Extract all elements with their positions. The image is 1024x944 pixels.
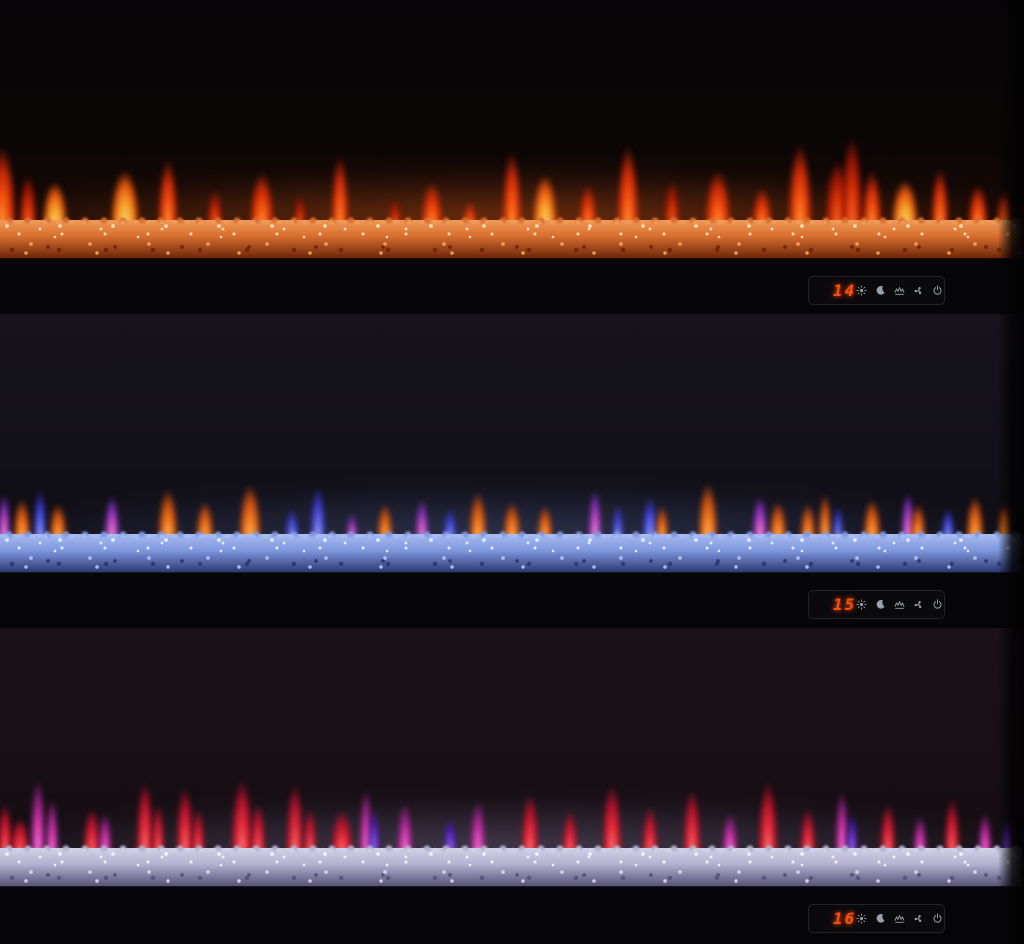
flame (836, 788, 848, 856)
moon-icon (875, 599, 886, 610)
fan-icon (913, 913, 924, 924)
flame (603, 781, 621, 856)
flame (618, 142, 638, 228)
flame (503, 148, 521, 228)
frame-right-edge (998, 314, 1024, 628)
fan-icon (913, 599, 924, 610)
firebox (0, 0, 1024, 258)
flame (177, 784, 193, 856)
flame (613, 502, 623, 542)
touch-control-icons (856, 285, 943, 296)
power-icon (932, 285, 943, 296)
control-display: 16 (808, 904, 945, 933)
setting-readout: 16 (833, 908, 857, 928)
moon-icon (875, 913, 886, 924)
firebox (0, 628, 1024, 886)
crystal-ember-bed (0, 534, 1024, 572)
flame (232, 776, 252, 856)
flame (833, 504, 843, 542)
flame (684, 786, 700, 856)
flame (759, 778, 777, 856)
flame-effect-icon (894, 599, 905, 610)
flame (522, 791, 538, 856)
moon-icon (875, 285, 886, 296)
crystal-ember-bed (0, 220, 1024, 258)
control-display: 14 (808, 276, 945, 305)
touch-control-icons (856, 599, 943, 610)
fireplace-panel-middle: 15 (0, 314, 1024, 628)
flame (0, 492, 10, 542)
flame (159, 156, 177, 228)
sun-icon (856, 599, 867, 610)
flame-effect-icon (894, 285, 905, 296)
control-display: 15 (808, 590, 945, 619)
flame (332, 152, 348, 228)
firebox (0, 314, 1024, 572)
power-icon (932, 599, 943, 610)
flame (847, 811, 857, 856)
flame (295, 193, 305, 228)
crystal-ember-bed (0, 848, 1024, 886)
flame (369, 806, 379, 856)
flame (31, 776, 45, 856)
setting-readout: 15 (833, 594, 857, 614)
fan-icon (913, 285, 924, 296)
flame (137, 778, 153, 856)
power-icon (932, 913, 943, 924)
flame-effect-icon (894, 913, 905, 924)
flame (842, 133, 862, 228)
fireplace-panel-top: 14 (0, 0, 1024, 314)
fireplace-panel-bottom: 16 (0, 628, 1024, 944)
frame-right-edge (998, 628, 1024, 944)
frame-right-edge (998, 0, 1024, 314)
sun-icon (856, 913, 867, 924)
touch-control-icons (856, 913, 943, 924)
setting-readout: 14 (833, 280, 857, 300)
flame-row (0, 628, 1024, 886)
flame (287, 781, 303, 856)
flame (789, 140, 811, 228)
sun-icon (856, 285, 867, 296)
